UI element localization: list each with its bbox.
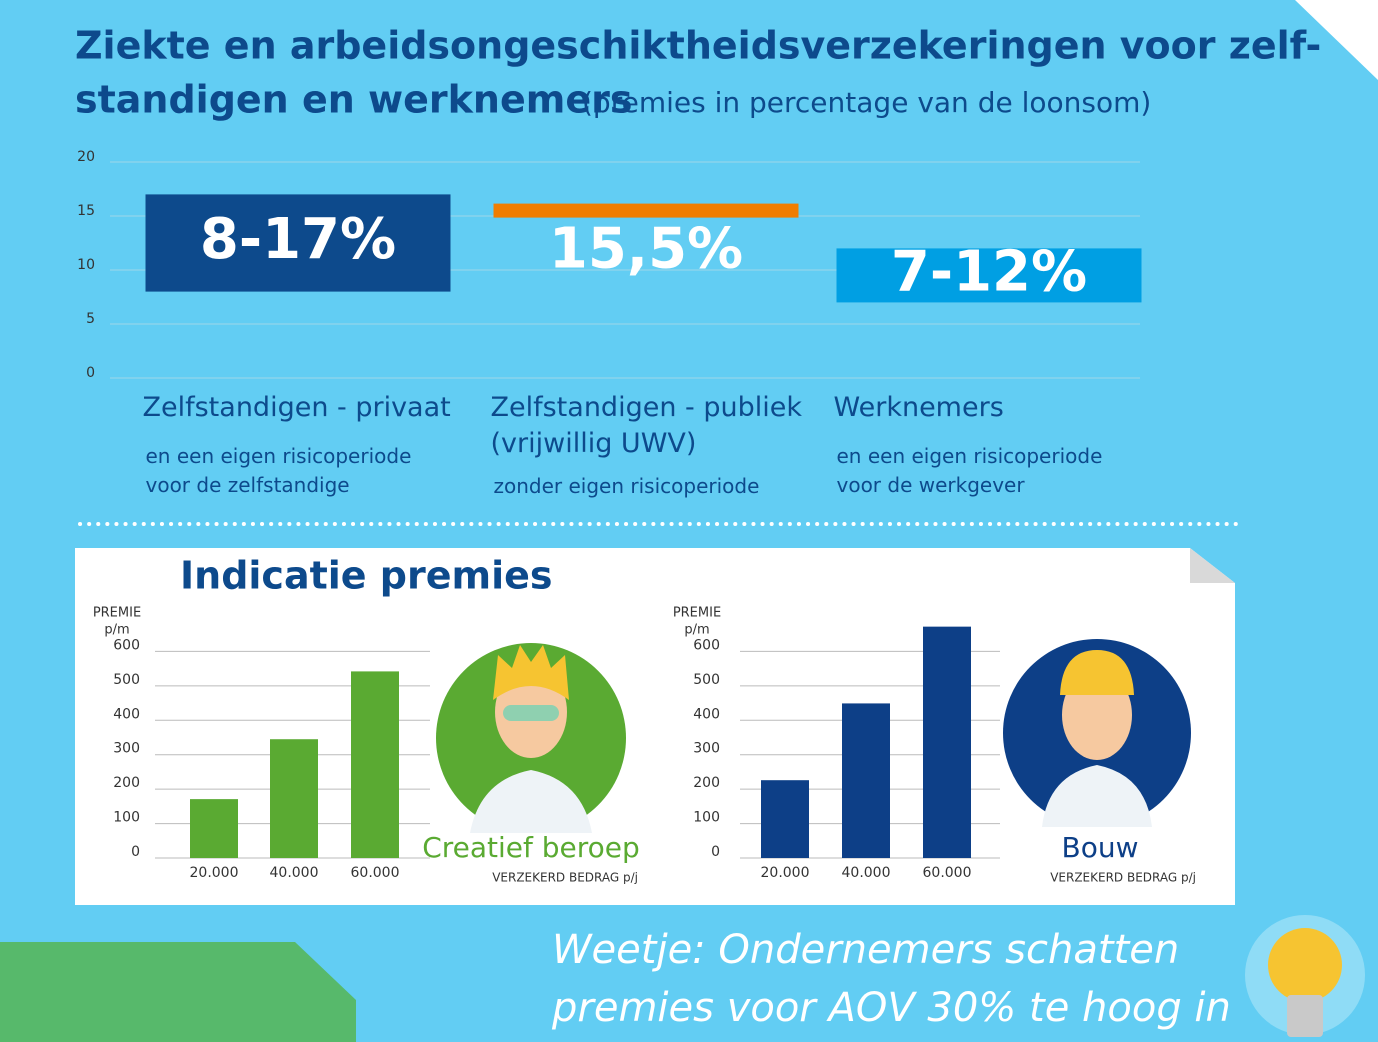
y-tick-label: 300 (693, 741, 720, 757)
category-label: Werknemers (833, 392, 1004, 423)
y-tick-label: 20 (77, 149, 95, 165)
y-tick-label: 500 (113, 672, 140, 688)
title-line: Ziekte en arbeidsongeschiktheidsverzeker… (75, 24, 1321, 68)
bulb-base (1287, 995, 1323, 1037)
y-tick-label: 400 (693, 706, 720, 722)
value-label: 7-12% (891, 240, 1087, 305)
category-note: en een eigen risicoperiode voor de werkg… (836, 444, 1103, 497)
y-tick-label: 500 (693, 672, 720, 688)
y-tick-label: 0 (711, 844, 720, 860)
y-tick-label: 200 (113, 775, 140, 791)
bar (351, 671, 399, 858)
bar (270, 739, 318, 858)
y-tick-label: 300 (113, 741, 140, 757)
footer-note: premies voor AOV 30% te hoog in (551, 985, 1231, 1031)
category-label: Zelfstandigen - privaat (142, 392, 451, 423)
bar (190, 799, 238, 858)
title-line: standigen en werknemers (75, 78, 632, 122)
x-tick-label: 20.000 (190, 865, 239, 881)
y-tick-label: 10 (77, 257, 95, 273)
x-tick-label: 60.000 (923, 865, 972, 881)
y-tick-label: 0 (131, 844, 140, 860)
subtitle: (premies in percentage van de loonsom) (582, 86, 1151, 119)
x-axis-label: VERZEKERD BEDRAG p/j (1050, 871, 1196, 885)
category-label: Zelfstandigen - publiek (vrijwillig UWV) (490, 392, 802, 459)
category-note: en een eigen risicoperiode voor de zelfs… (145, 444, 412, 497)
y-axis-label: p/m (684, 623, 709, 638)
category-note: zonder eigen risicoperiode (493, 474, 760, 498)
bulb (1268, 928, 1342, 1002)
avatar-hair (493, 645, 569, 700)
lightbulb (1245, 915, 1365, 1037)
caption: Bouw (1062, 831, 1139, 864)
y-axis-label: PREMIE (673, 606, 721, 621)
x-tick-label: 60.000 (351, 865, 400, 881)
y-tick-label: 200 (693, 775, 720, 791)
y-tick-label: 0 (86, 365, 95, 381)
bar (842, 703, 890, 858)
caption: Creatief beroep (422, 831, 640, 864)
panel-title: Indicatie premies (180, 554, 553, 598)
y-tick-label: 5 (86, 311, 95, 327)
range-bar (493, 203, 799, 218)
y-axis-label: PREMIE (93, 606, 141, 621)
avatar-glasses (503, 705, 559, 721)
y-tick-label: 100 (113, 810, 140, 826)
x-tick-label: 20.000 (761, 865, 810, 881)
avatar-creative (436, 643, 626, 833)
y-tick-label: 600 (693, 637, 720, 653)
range-bar (145, 194, 451, 292)
x-axis-label: VERZEKERD BEDRAG p/j (492, 871, 638, 885)
value-label: 8-17% (200, 207, 396, 272)
y-tick-label: 15 (77, 203, 95, 219)
y-tick-label: 400 (113, 706, 140, 722)
footer-note: Weetje: Ondernemers schatten (552, 927, 1179, 973)
y-tick-label: 100 (693, 810, 720, 826)
bar (923, 626, 971, 858)
value-label: 15,5% (549, 217, 743, 282)
x-tick-label: 40.000 (270, 865, 319, 881)
bar (761, 780, 809, 858)
avatar-helmet (1060, 650, 1134, 695)
y-tick-label: 600 (113, 637, 140, 653)
panel-fold (1190, 548, 1235, 583)
green-shape (0, 942, 356, 1042)
x-tick-label: 40.000 (842, 865, 891, 881)
corner (1295, 0, 1378, 80)
avatar-body (1042, 765, 1152, 827)
avatar-construction (1003, 639, 1191, 827)
y-axis-label: p/m (104, 623, 129, 638)
avatar-body (470, 770, 592, 833)
range-bar (836, 248, 1142, 303)
